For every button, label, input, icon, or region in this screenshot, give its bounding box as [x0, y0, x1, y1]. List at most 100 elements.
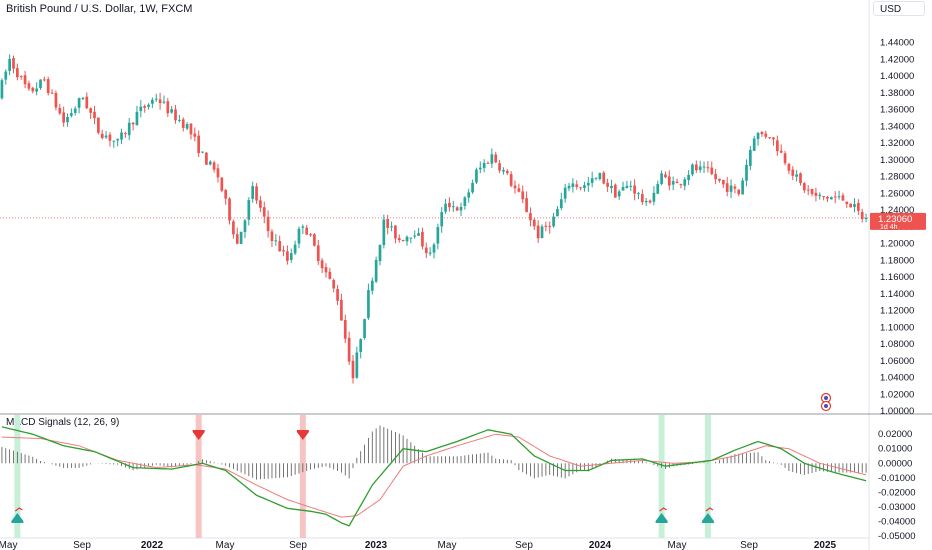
candle-body — [733, 186, 737, 189]
price-tick-label: 1.44000 — [880, 38, 914, 49]
event-icons[interactable] — [820, 392, 832, 412]
candle-body — [62, 112, 66, 123]
buy-signal-bar — [11, 521, 24, 523]
candle-body — [127, 122, 131, 136]
x-axis: May Sep 2022 May Sep 2023 May Sep 2024 May Sep 2025 — [0, 540, 837, 550]
calendar-event-icon-2[interactable] — [820, 400, 832, 412]
candle-body — [77, 98, 81, 108]
candle-body — [760, 132, 764, 135]
buy-signal-flag — [659, 507, 667, 512]
time-tick-label: Sep — [289, 540, 307, 550]
candle-body — [837, 196, 841, 198]
candle-body — [413, 235, 417, 237]
time-tick-label: 2022 — [141, 540, 164, 550]
candle-body — [571, 183, 575, 187]
candle-body — [448, 202, 451, 208]
candle-body — [594, 177, 598, 179]
candle-body — [671, 181, 675, 185]
candle-body — [374, 259, 378, 282]
sell-signal-bar — [192, 430, 205, 432]
time-tick-label: Sep — [73, 540, 91, 550]
candle-body — [162, 101, 166, 103]
candle-body — [444, 203, 447, 212]
candle-body — [768, 137, 771, 139]
candle-body — [745, 164, 748, 181]
currency-button[interactable]: USD — [873, 1, 925, 16]
price-tick-label: 1.12000 — [880, 306, 914, 317]
candle-body — [521, 191, 525, 200]
candle-body — [243, 220, 247, 233]
time-tick-label: 2023 — [365, 540, 388, 550]
candle-body — [232, 221, 235, 235]
candle-body — [46, 79, 50, 94]
candle-body — [675, 181, 679, 184]
last-price-text: 1.23060 — [878, 214, 912, 225]
candle-body — [104, 135, 108, 138]
buy-signal-bar — [655, 521, 668, 523]
candle-body — [262, 207, 266, 217]
macd-tick-label: -0.04000 — [878, 516, 916, 527]
price-tick-label: 1.20000 — [880, 239, 914, 250]
macd-tick-label: -0.03000 — [878, 502, 916, 513]
candle-body — [270, 231, 274, 242]
last-price-tag — [870, 212, 926, 230]
candle-body — [370, 280, 374, 291]
candle-body — [228, 198, 231, 221]
candle-body — [390, 226, 393, 228]
candle-body — [536, 225, 540, 239]
candle-body — [764, 133, 768, 137]
macd-tick-label: -0.05000 — [878, 531, 916, 542]
candle-body — [775, 140, 779, 152]
candle-body — [648, 200, 652, 203]
candle-body — [787, 163, 791, 171]
candle-body — [154, 98, 158, 100]
price-tick-label: 1.06000 — [880, 356, 914, 367]
candle-body — [401, 240, 405, 242]
candle-body — [355, 352, 359, 378]
candle-body — [621, 187, 625, 191]
candle-body — [274, 240, 278, 242]
candle-body — [610, 185, 613, 189]
candle-body — [660, 173, 663, 184]
time-tick-label: 2024 — [589, 540, 612, 550]
candle-body — [575, 184, 579, 187]
candle-body — [81, 97, 85, 100]
candle-body — [783, 153, 787, 164]
price-tick-label: 1.38000 — [880, 88, 914, 99]
candle-body — [131, 122, 135, 125]
candle-body — [266, 216, 270, 232]
buy-signal-flag — [15, 507, 23, 512]
candle-body — [85, 96, 89, 109]
candle-body — [363, 319, 366, 338]
buy-signal-arrow — [655, 513, 668, 521]
price-tick-label: 1.04000 — [880, 373, 914, 384]
candle-body — [644, 200, 648, 203]
candle-body — [189, 123, 193, 135]
candle-body — [4, 71, 8, 80]
candle-body — [50, 92, 54, 94]
candle-body — [494, 154, 498, 163]
price-tick-label: 1.24000 — [880, 205, 914, 216]
candle-body — [559, 199, 563, 209]
macd-tick-label: -0.02000 — [878, 487, 916, 498]
price-tick-label: 1.08000 — [880, 339, 914, 350]
candle-body — [598, 173, 602, 179]
candle-body — [216, 168, 220, 178]
candle-body — [737, 189, 741, 195]
candle-body — [694, 164, 698, 171]
candle-body — [178, 119, 181, 121]
candle-body — [752, 138, 756, 151]
candle-body — [293, 244, 297, 254]
candle-body — [613, 184, 617, 198]
time-tick-label: May — [668, 540, 687, 550]
candle-body — [124, 133, 127, 135]
candle-body — [116, 138, 120, 141]
chart-title: British Pound / U.S. Dollar, 1W, FXCM — [6, 3, 193, 15]
price-tick-label: 1.00000 — [880, 406, 914, 417]
candle-body — [201, 151, 204, 153]
candle-body — [347, 337, 351, 362]
candle-body — [278, 241, 282, 252]
candle-body — [841, 195, 845, 201]
